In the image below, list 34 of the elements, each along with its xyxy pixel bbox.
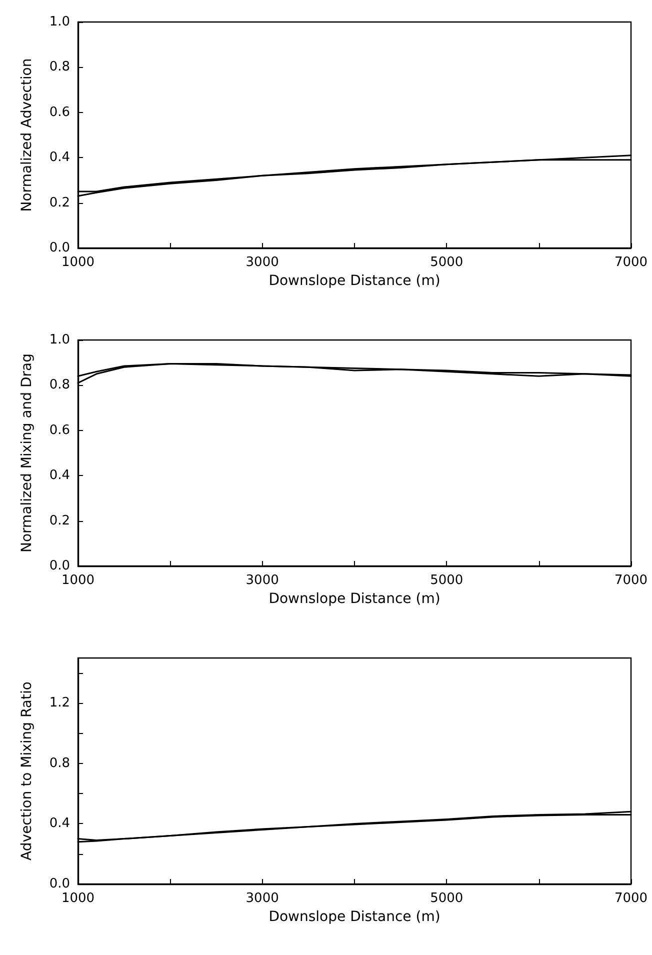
y-axis-title: Normalized Advection [19,58,35,212]
x-tick-label: 5000 [430,573,464,588]
y-tick-label: 1.2 [49,696,70,711]
x-tick-label: 7000 [614,573,648,588]
x-axis-title: Downslope Distance (m) [268,273,440,289]
x-axis-title: Downslope Distance (m) [268,909,440,925]
y-tick-label: 0.2 [49,513,70,528]
y-tick-label: 0.0 [49,876,70,892]
x-tick-label: 5000 [430,255,464,270]
y-axis-title: Advection to Mixing Ratio [19,682,35,860]
y-tick-label: 0.4 [49,816,70,832]
x-axis-title: Downslope Distance (m) [268,591,440,607]
y-tick-label: 0.8 [49,60,70,75]
x-tick-label: 3000 [246,255,279,270]
y-tick-label: 0.0 [49,240,70,256]
y-tick-label: 0.6 [49,422,70,438]
x-tick-label: 1000 [61,573,95,588]
x-tick-label: 3000 [246,891,279,906]
x-tick-label: 7000 [614,891,648,906]
y-tick-label: 0.4 [49,150,70,166]
y-tick-label: 1.0 [49,332,70,348]
y-tick-label: 0.4 [49,468,70,484]
x-tick-label: 5000 [430,891,464,906]
y-tick-label: 0.8 [49,378,70,393]
x-tick-label: 7000 [614,255,648,270]
x-tick-label: 1000 [61,891,95,906]
y-tick-label: 0.0 [49,558,70,574]
y-tick-label: 0.2 [49,195,70,210]
y-axis-title: Normalized Mixing and Drag [19,354,35,552]
y-tick-label: 0.8 [49,756,70,771]
y-tick-label: 0.6 [49,104,70,120]
x-tick-label: 1000 [61,255,95,270]
y-tick-label: 1.0 [49,14,70,30]
x-tick-label: 3000 [246,573,279,588]
